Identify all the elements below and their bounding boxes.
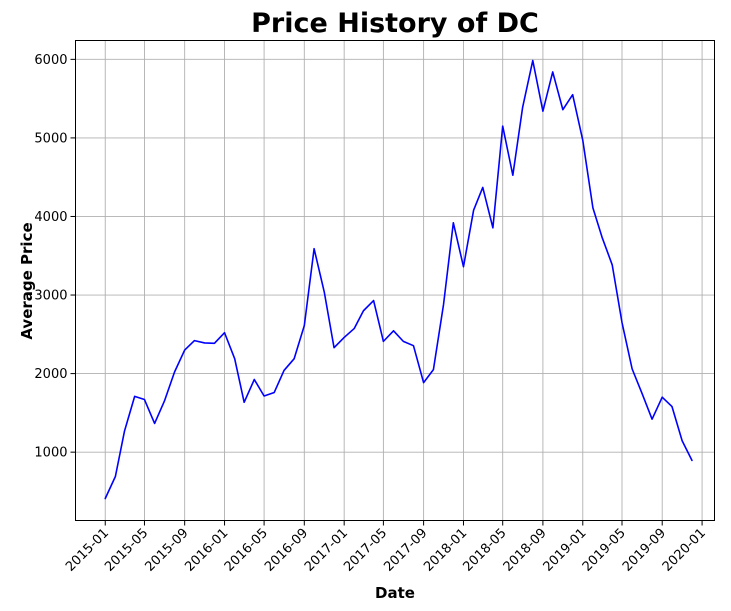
y-tick-label: 3000 bbox=[34, 289, 67, 304]
y-tick-label: 5000 bbox=[34, 131, 67, 146]
chart-title: Price History of DC bbox=[251, 8, 539, 39]
y-axis-label: Average Price bbox=[18, 222, 36, 339]
y-tick-label: 2000 bbox=[34, 367, 67, 382]
x-axis-label: Date bbox=[375, 584, 415, 602]
series-line bbox=[104, 59, 693, 500]
plot-frame bbox=[75, 40, 715, 521]
x-tick-label: 2018-05 bbox=[461, 526, 510, 575]
y-tick-label: 1000 bbox=[34, 446, 67, 461]
y-axis-ticks: 1000 2000 3000 4000 5000 6000 bbox=[34, 53, 76, 461]
x-tick-label: 2015-05 bbox=[102, 526, 151, 575]
x-tick-label: 2019-09 bbox=[620, 526, 669, 575]
y-tick-label: 6000 bbox=[34, 53, 67, 68]
x-tick-label: 2020-01 bbox=[660, 526, 709, 575]
x-tick-label: 2016-09 bbox=[262, 526, 311, 575]
x-tick-label: 2018-09 bbox=[501, 526, 550, 575]
x-tick-label: 2015-09 bbox=[142, 526, 191, 575]
x-tick-label: 2017-05 bbox=[341, 526, 390, 575]
y-gridlines bbox=[75, 58, 715, 453]
x-tick-label: 2017-09 bbox=[381, 526, 430, 575]
x-tick-label: 2019-05 bbox=[580, 526, 629, 575]
series-layer bbox=[104, 59, 693, 500]
x-gridlines bbox=[104, 40, 703, 521]
x-axis-ticks: 2015-012015-052015-092016-012016-052016-… bbox=[63, 520, 709, 575]
y-tick-label: 4000 bbox=[34, 210, 67, 225]
x-tick-label: 2016-05 bbox=[222, 526, 271, 575]
